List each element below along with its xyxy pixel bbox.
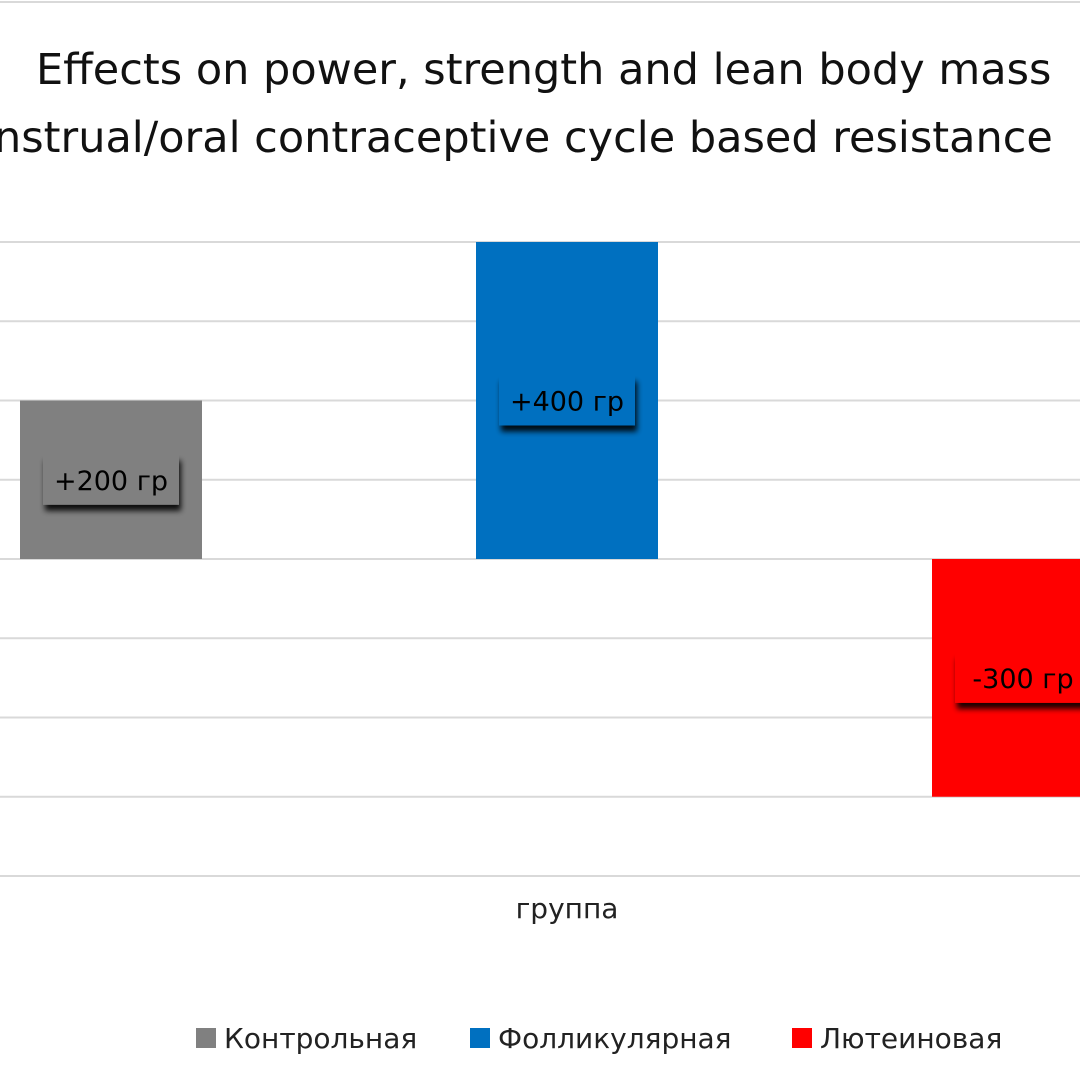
legend-item-1: Контрольная <box>196 1022 417 1055</box>
data-label-text: +400 гр <box>510 387 624 418</box>
data-label-2: +400 гр <box>499 375 635 426</box>
data-label-text: +200 гр <box>54 466 168 497</box>
data-label-1: +200 гр <box>43 454 179 505</box>
category-axis-label: группа <box>516 892 619 925</box>
legend-label: Лютеиновая <box>820 1022 1002 1055</box>
data-label-box <box>43 454 179 505</box>
legend-swatch <box>792 1028 812 1048</box>
legend-label: Фолликулярная <box>498 1022 732 1055</box>
data-label-text: -300 гр <box>972 664 1073 695</box>
legend: Контрольная Фолликулярная Лютеиновая <box>196 1022 1002 1055</box>
data-label-box <box>499 375 635 426</box>
legend-label: Контрольная <box>224 1022 417 1055</box>
legend-swatch <box>196 1028 216 1048</box>
data-labels: +200 гр +400 гр -300 гр <box>43 375 1080 703</box>
chart-title-line-1: Effects on power, strength and lean body… <box>36 45 1051 95</box>
data-label-box <box>955 652 1080 703</box>
legend-item-3: Лютеиновая <box>792 1022 1002 1055</box>
chart-title-line-2: nstrual/oral contraceptive cycle based r… <box>0 113 1053 163</box>
legend-item-2: Фолликулярная <box>470 1022 732 1055</box>
data-label-3: -300 гр <box>955 652 1080 703</box>
legend-swatch <box>470 1028 490 1048</box>
bars <box>20 242 1080 797</box>
